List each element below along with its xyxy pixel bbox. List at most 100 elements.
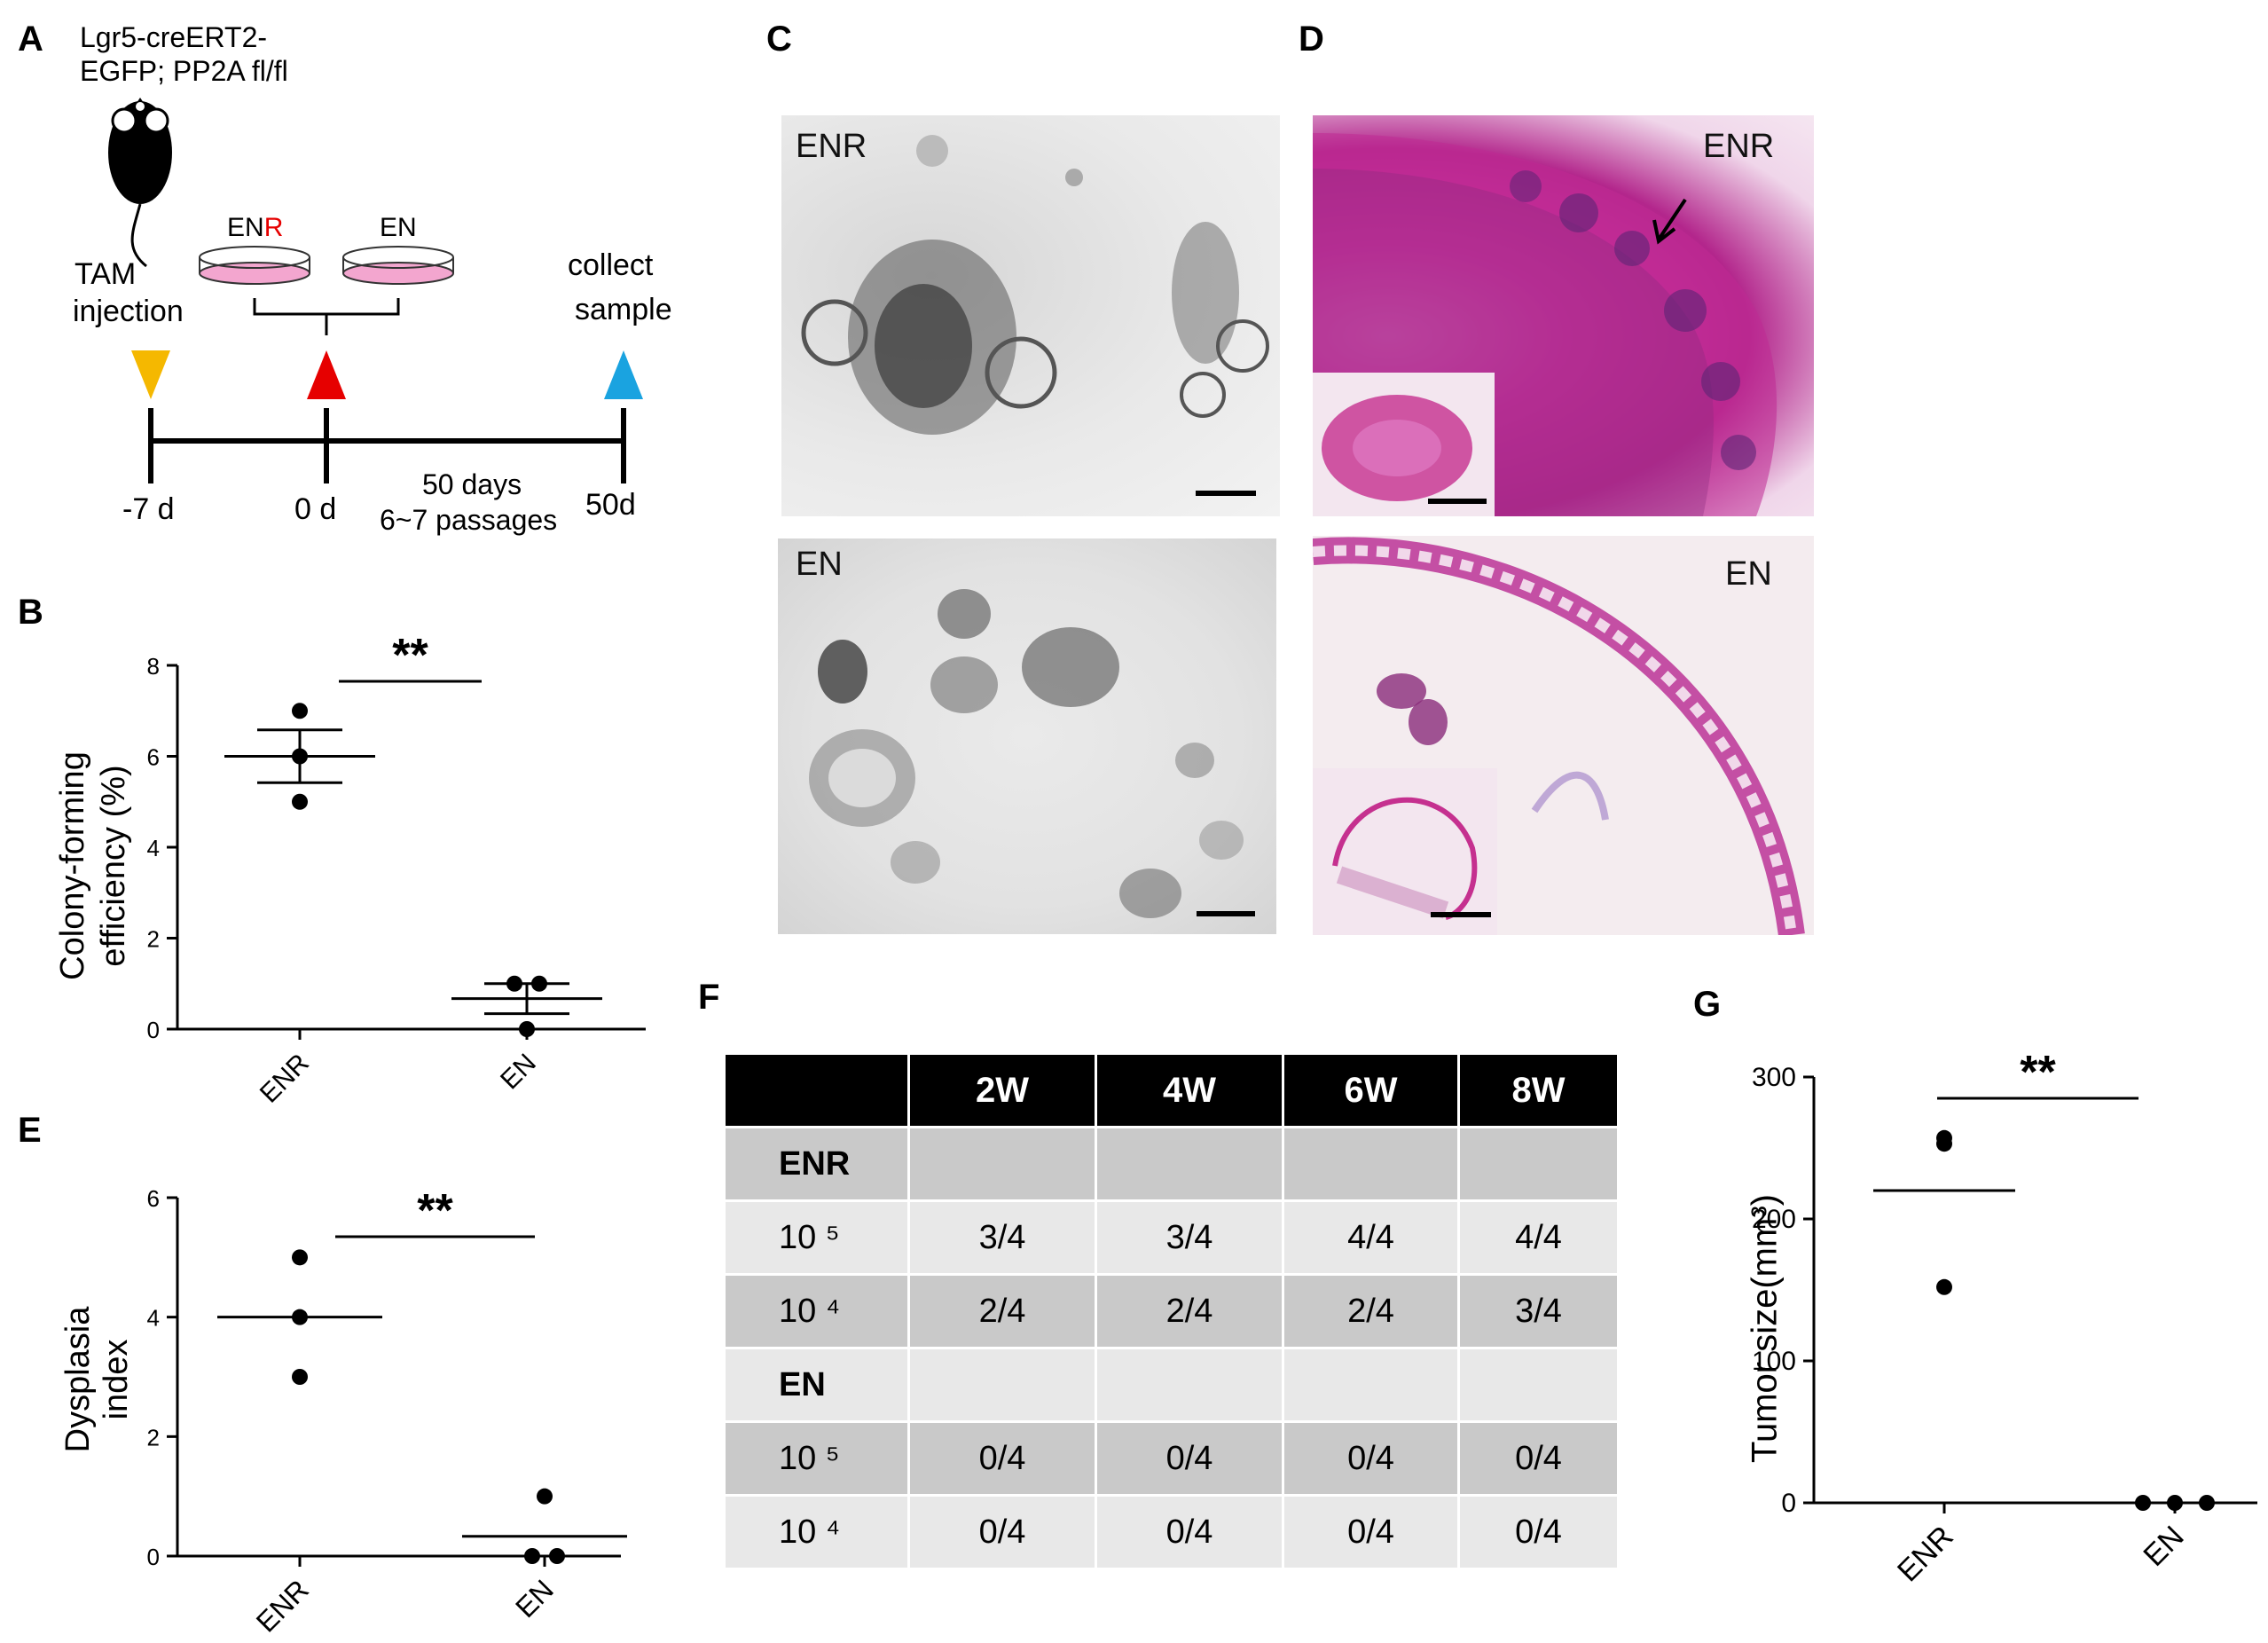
histology-d-enr-label: ENR: [1703, 128, 1775, 165]
collect-label-line1: collect: [568, 248, 654, 282]
y-tick-label: 200: [1752, 1205, 1796, 1234]
y-tick-label: 2: [147, 1424, 160, 1450]
scale-bar: [1196, 491, 1256, 496]
tick-label-0: 0 d: [294, 492, 337, 526]
table-row: 10 ⁴ 0/4 0/4 0/4 0/4: [726, 1497, 1617, 1568]
arrow-icon: [1657, 198, 1687, 241]
data-point: [537, 1488, 553, 1505]
table-cell: 4/4: [1460, 1202, 1617, 1273]
x-category-label: ENR: [1891, 1520, 1960, 1589]
tissue-shapes: [1313, 537, 1805, 935]
table-cell: [1284, 1349, 1457, 1420]
dish-en-icon: [342, 246, 454, 285]
y-tick-label: 2: [147, 926, 160, 953]
table-cell: 4/4: [1284, 1202, 1457, 1273]
data-point: [292, 793, 308, 810]
data-point: [549, 1548, 565, 1564]
micrograph-c-enr-label: ENR: [796, 128, 867, 165]
tam-label-line2: injection: [73, 295, 184, 328]
data-point: [519, 1021, 535, 1037]
table-cell: 0/4: [1284, 1497, 1457, 1568]
data-point: [292, 703, 308, 719]
dish-enr-label-prefix: EN: [227, 213, 264, 242]
table-row-label: 10 ⁴: [726, 1497, 907, 1568]
table-cell: [1097, 1349, 1282, 1420]
y-tick-label: 8: [147, 653, 160, 680]
data-point: [506, 975, 522, 992]
data-point: [524, 1548, 540, 1564]
duration-label-line2: 6~7 passages: [380, 504, 558, 536]
table-cell: [910, 1349, 1095, 1420]
y-tick-label: 0: [1781, 1489, 1796, 1518]
y-tick-label: 4: [147, 1305, 160, 1332]
table-cell: 2/4: [910, 1276, 1095, 1347]
table-header-cell: 6W: [1284, 1055, 1457, 1126]
table-cell: 0/4: [910, 1423, 1095, 1494]
table-cell: [1460, 1128, 1617, 1199]
dish-enr-icon: [199, 246, 310, 285]
duration-label-line1: 50 days: [422, 468, 522, 500]
panel-letter-d: D: [1299, 20, 1324, 59]
table-row: 10 ⁵ 0/4 0/4 0/4 0/4: [726, 1423, 1617, 1494]
significance-label: **: [392, 630, 428, 681]
tumor-incidence-table: 2W 4W 6W 8W ENR 10 ⁵ 3/4 3/4 4/4 4/4 10 ⁴ 2/4 2/4 2/4…: [723, 1052, 1620, 1570]
table-row: 10 ⁵ 3/4 3/4 4/4 4/4: [726, 1202, 1617, 1273]
panel-letter-g: G: [1693, 985, 1722, 1024]
table-cell: 0/4: [1284, 1423, 1457, 1494]
table-cell: 0/4: [1460, 1423, 1617, 1494]
data-point: [292, 1369, 308, 1385]
tick-label-50: 50d: [585, 488, 636, 522]
table-cell: 0/4: [1460, 1497, 1617, 1568]
table-cell: 2/4: [1097, 1276, 1282, 1347]
y-tick-label: 4: [147, 835, 160, 861]
data-point: [292, 1309, 308, 1325]
table-cell: 2/4: [1284, 1276, 1457, 1347]
micrograph-c-en-label: EN: [796, 546, 843, 583]
scale-bar: [1428, 499, 1487, 504]
table-cell: [910, 1128, 1095, 1199]
table-row-label: ENR: [726, 1128, 907, 1199]
histology-d-enr-inset: [1313, 373, 1495, 516]
tam-label-line1: TAM: [75, 257, 137, 291]
micrograph-c-en: EN: [778, 538, 1276, 934]
start-marker-icon: [307, 350, 346, 399]
table-row: EN: [726, 1349, 1617, 1420]
mouse-icon: [108, 98, 172, 268]
panel-letter-f: F: [698, 978, 720, 1017]
y-tick-label: 0: [147, 1017, 160, 1043]
dish-en-label: EN: [380, 213, 417, 242]
organoid-shapes: [809, 589, 1244, 918]
table-cell: 0/4: [1097, 1423, 1282, 1494]
histology-d-en-label: EN: [1725, 555, 1772, 593]
scale-bar: [1431, 912, 1491, 917]
micrograph-c-enr: ENR: [781, 115, 1280, 516]
table-header-cell: 8W: [1460, 1055, 1617, 1126]
data-point: [2167, 1495, 2183, 1511]
collect-marker-icon: [604, 350, 643, 399]
tick-label-minus7: -7 d: [122, 492, 175, 526]
table-cell: [1284, 1128, 1457, 1199]
tam-marker-icon: [131, 350, 170, 399]
y-tick-label: 0: [147, 1544, 160, 1570]
data-point: [292, 748, 308, 765]
dish-enr-label-suffix: R: [263, 213, 284, 242]
chart-g-ylabel: Tumor size(mm³): [1745, 1194, 1785, 1463]
data-point: [1936, 1136, 1952, 1152]
table-row: 10 ⁴ 2/4 2/4 2/4 3/4: [726, 1276, 1617, 1347]
data-point: [2135, 1495, 2151, 1511]
table-row-label: 10 ⁵: [726, 1202, 907, 1273]
organoid-shapes: [801, 135, 1269, 435]
table-header-cell: 2W: [910, 1055, 1095, 1126]
data-point: [292, 1249, 308, 1266]
table-cell: 0/4: [1097, 1497, 1282, 1568]
panel-letter-a: A: [18, 20, 43, 59]
table-header-row: 2W 4W 6W 8W: [726, 1055, 1617, 1126]
genotype-label-line1: Lgr5-creERT2-: [80, 21, 268, 53]
data-point: [531, 975, 547, 992]
collect-label-line2: sample: [575, 293, 672, 326]
table-header-cell: 4W: [1097, 1055, 1282, 1126]
